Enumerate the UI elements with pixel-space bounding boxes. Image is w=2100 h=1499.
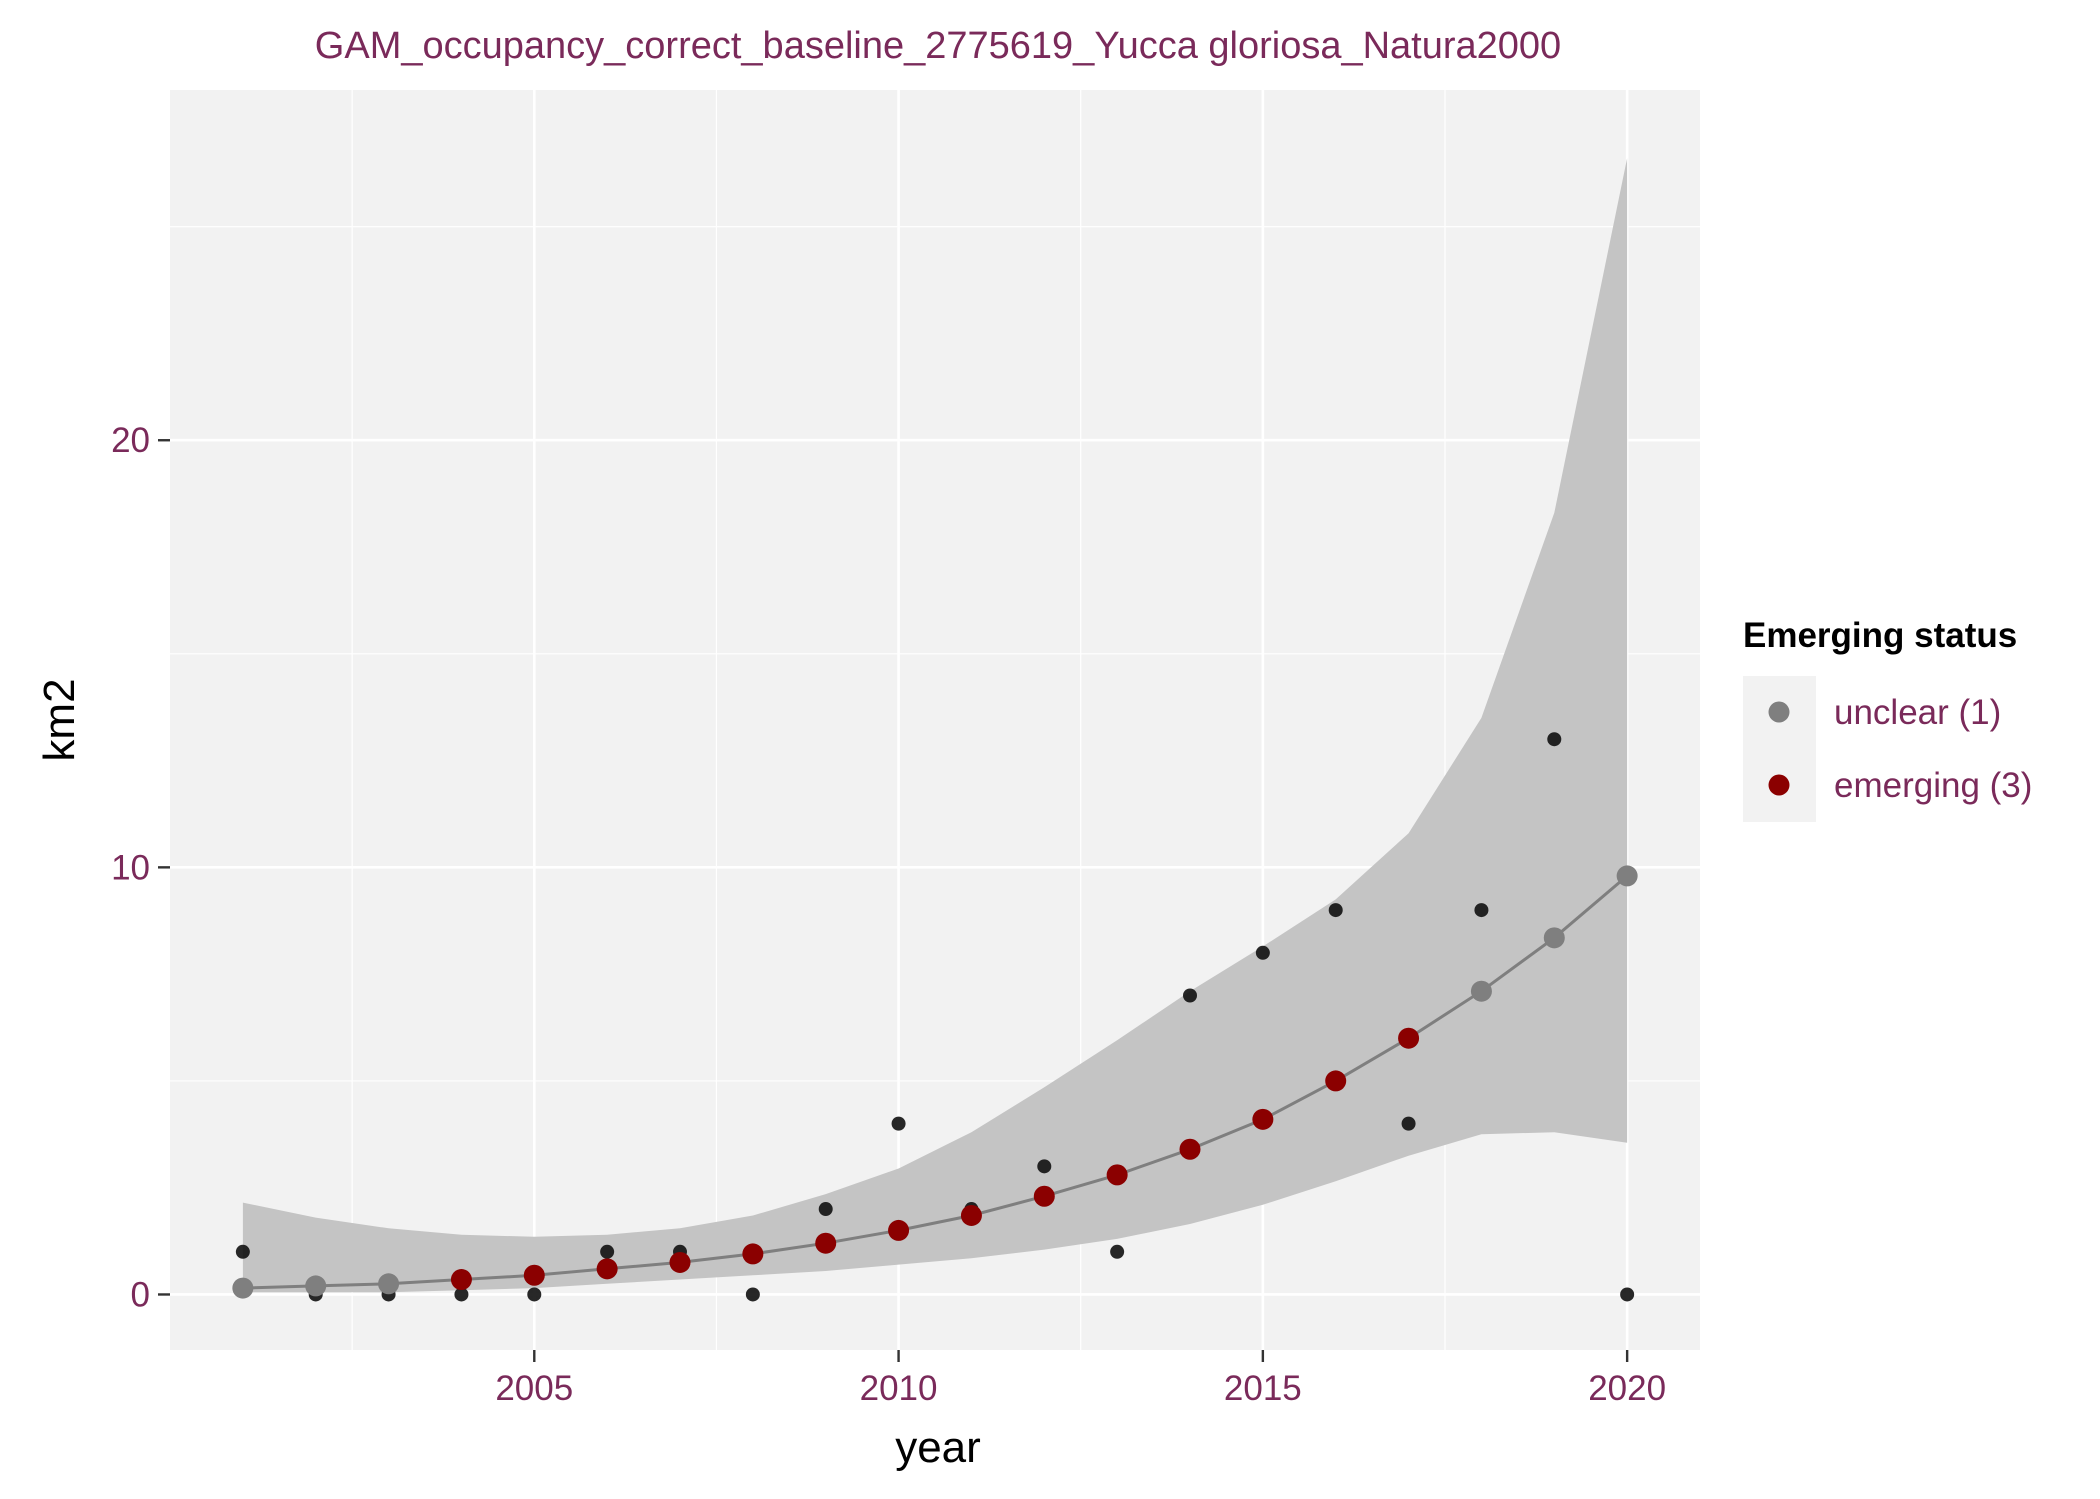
x-axis: 2005 2010 2015 2020 xyxy=(495,1350,1666,1408)
fitted-point xyxy=(1325,1070,1347,1092)
minor-gridlines xyxy=(170,90,1700,1350)
fitted-point xyxy=(378,1273,400,1295)
observed-point xyxy=(818,1202,833,1217)
fitted-point xyxy=(742,1243,764,1265)
legend-title: Emerging status xyxy=(1743,616,2017,655)
x-tick-label: 2015 xyxy=(1224,1369,1302,1408)
fitted-point xyxy=(888,1219,910,1241)
observed-point xyxy=(891,1116,906,1131)
observed-point xyxy=(1474,903,1489,918)
observed-point xyxy=(1037,1159,1052,1174)
legend-label: unclear (1) xyxy=(1834,693,2001,732)
fitted-trend-line xyxy=(242,874,1629,1290)
legend-label: emerging (3) xyxy=(1834,766,2032,805)
x-tick-label: 2020 xyxy=(1588,1369,1666,1408)
legend-entries: unclear (1) emerging (3) xyxy=(1743,676,2032,822)
observed-point xyxy=(1620,1287,1635,1302)
observed-point xyxy=(745,1287,760,1302)
observed-point xyxy=(1183,988,1197,1003)
fitted-point xyxy=(232,1277,254,1299)
confidence-band xyxy=(242,158,1628,1293)
fitted-point xyxy=(1543,927,1565,949)
y-tick-label: 10 xyxy=(111,848,150,887)
observed-point xyxy=(235,1244,250,1259)
y-axis-title: km2 xyxy=(35,678,84,761)
observed-point xyxy=(454,1287,469,1302)
fitted-point xyxy=(1106,1164,1128,1186)
y-tick-label: 20 xyxy=(111,421,150,460)
fitted-point xyxy=(815,1232,837,1254)
observed-point xyxy=(600,1244,615,1259)
fitted-point xyxy=(596,1258,618,1280)
fitted-point xyxy=(305,1275,327,1297)
observed-points xyxy=(235,732,1635,1302)
x-tick-label: 2005 xyxy=(495,1369,573,1408)
chart-title: GAM_occupancy_correct_baseline_2775619_Y… xyxy=(315,25,1561,67)
fitted-point xyxy=(450,1269,472,1291)
legend-swatch xyxy=(1768,774,1790,796)
x-axis-title: year xyxy=(895,1423,981,1472)
fitted-points xyxy=(232,865,1638,1299)
y-tick-label: 0 xyxy=(131,1275,150,1314)
fitted-point xyxy=(523,1264,545,1286)
fitted-point xyxy=(1616,865,1638,887)
fitted-point xyxy=(1252,1108,1274,1130)
observed-point xyxy=(1328,903,1343,918)
x-tick-label: 2010 xyxy=(860,1369,938,1408)
legend-swatch xyxy=(1768,701,1790,723)
fitted-point xyxy=(1398,1027,1420,1049)
legend: Emerging status unclear (1) emerging (3) xyxy=(1743,616,2032,822)
fitted-point xyxy=(1470,980,1492,1002)
observed-point xyxy=(527,1287,542,1302)
y-axis: 0 10 20 xyxy=(111,421,170,1314)
observed-point xyxy=(1547,732,1562,747)
fitted-point xyxy=(669,1251,691,1273)
observed-point xyxy=(1255,945,1270,960)
fitted-point xyxy=(960,1204,982,1226)
observed-point xyxy=(1401,1116,1416,1131)
fitted-point xyxy=(1179,1138,1201,1160)
observed-point xyxy=(1110,1244,1125,1259)
fitted-point xyxy=(1033,1185,1055,1207)
